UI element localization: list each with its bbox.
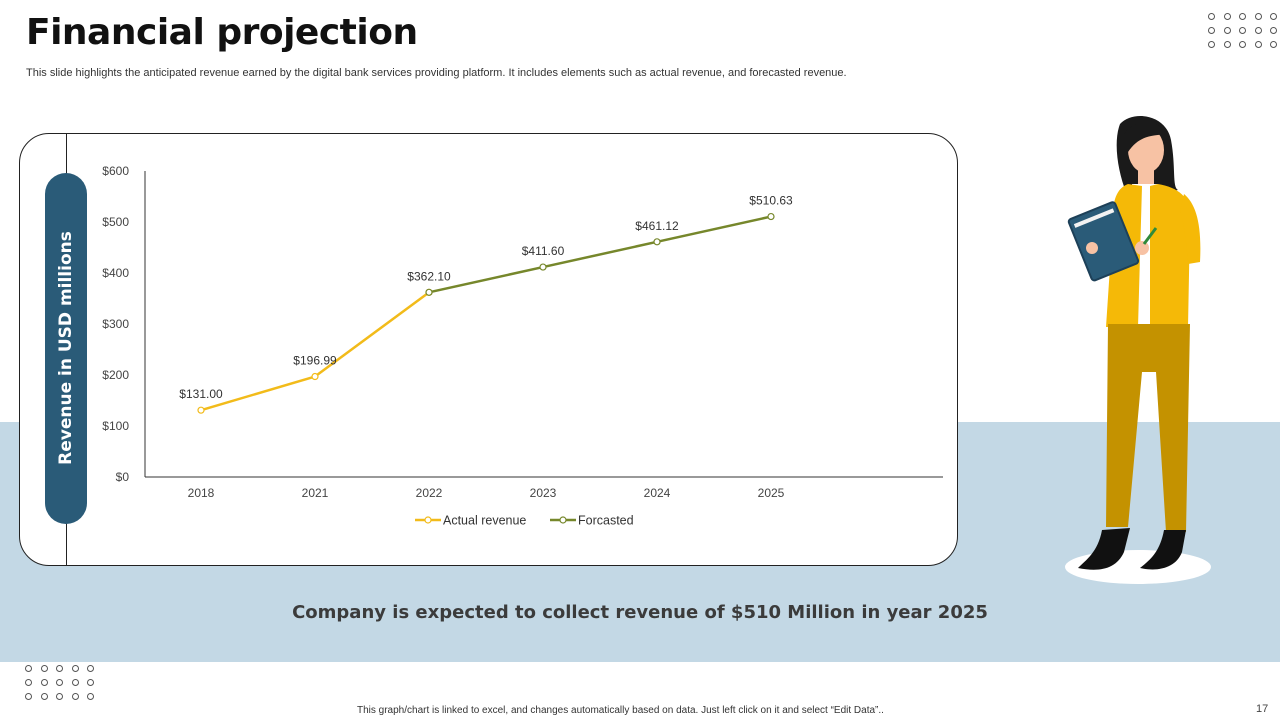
callout-text: Company is expected to collect revenue o… — [292, 602, 988, 623]
data-point — [539, 263, 547, 271]
data-point — [197, 406, 205, 414]
revenue-line-chart[interactable]: $0 $100 $200 $300 $400 $500 $600 2018 2021 2022 20… — [0, 0, 960, 570]
revenue-callout: Company is expected to collect revenue o… — [0, 602, 1280, 623]
y-tick-label: $0 — [116, 470, 130, 484]
x-tick-label: 2024 — [644, 486, 671, 500]
legend-label-1: Forcasted — [578, 514, 634, 528]
data-label: $411.60 — [522, 244, 565, 258]
y-tick-label: $400 — [102, 266, 129, 280]
y-axis-label-pill — [45, 173, 87, 524]
y-tick-label: $500 — [102, 215, 129, 229]
data-point — [425, 288, 433, 296]
data-point — [311, 372, 319, 381]
businesswoman-illustration — [1065, 116, 1211, 584]
data-label: $510.63 — [749, 194, 793, 208]
data-point — [653, 238, 661, 246]
legend-label-0: Actual revenue — [443, 514, 526, 528]
slide-title: Financial projection — [26, 12, 418, 53]
x-tick-label: 2022 — [416, 486, 443, 500]
page-number: 17 — [1256, 703, 1269, 715]
data-label: $131.00 — [179, 387, 223, 401]
x-tick-label: 2018 — [188, 486, 215, 500]
x-tick-label: 2021 — [302, 486, 329, 500]
data-label: $196.99 — [293, 354, 337, 368]
series-line-1 — [428, 215, 772, 294]
slide-subtitle: This slide highlights the anticipated re… — [26, 67, 847, 79]
decorative-dots-top — [1208, 13, 1278, 48]
data-label: $461.12 — [635, 219, 679, 233]
decorative-dots-bottom — [25, 665, 95, 700]
y-tick-label: $200 — [102, 368, 129, 382]
footer-note: This graph/chart is linked to excel, and… — [357, 705, 884, 716]
legend-marker-1 — [559, 516, 567, 524]
y-tick-label: $100 — [102, 419, 129, 433]
data-point — [767, 212, 775, 221]
y-tick-label: $300 — [102, 317, 129, 331]
series-line-0 — [200, 291, 430, 412]
data-label: $362.10 — [407, 269, 451, 283]
x-tick-label: 2025 — [758, 486, 785, 500]
x-tick-label: 2023 — [530, 486, 557, 500]
y-tick-label: $600 — [102, 164, 129, 178]
chart-card[interactable] — [19, 133, 958, 566]
legend-marker-0 — [424, 516, 432, 524]
